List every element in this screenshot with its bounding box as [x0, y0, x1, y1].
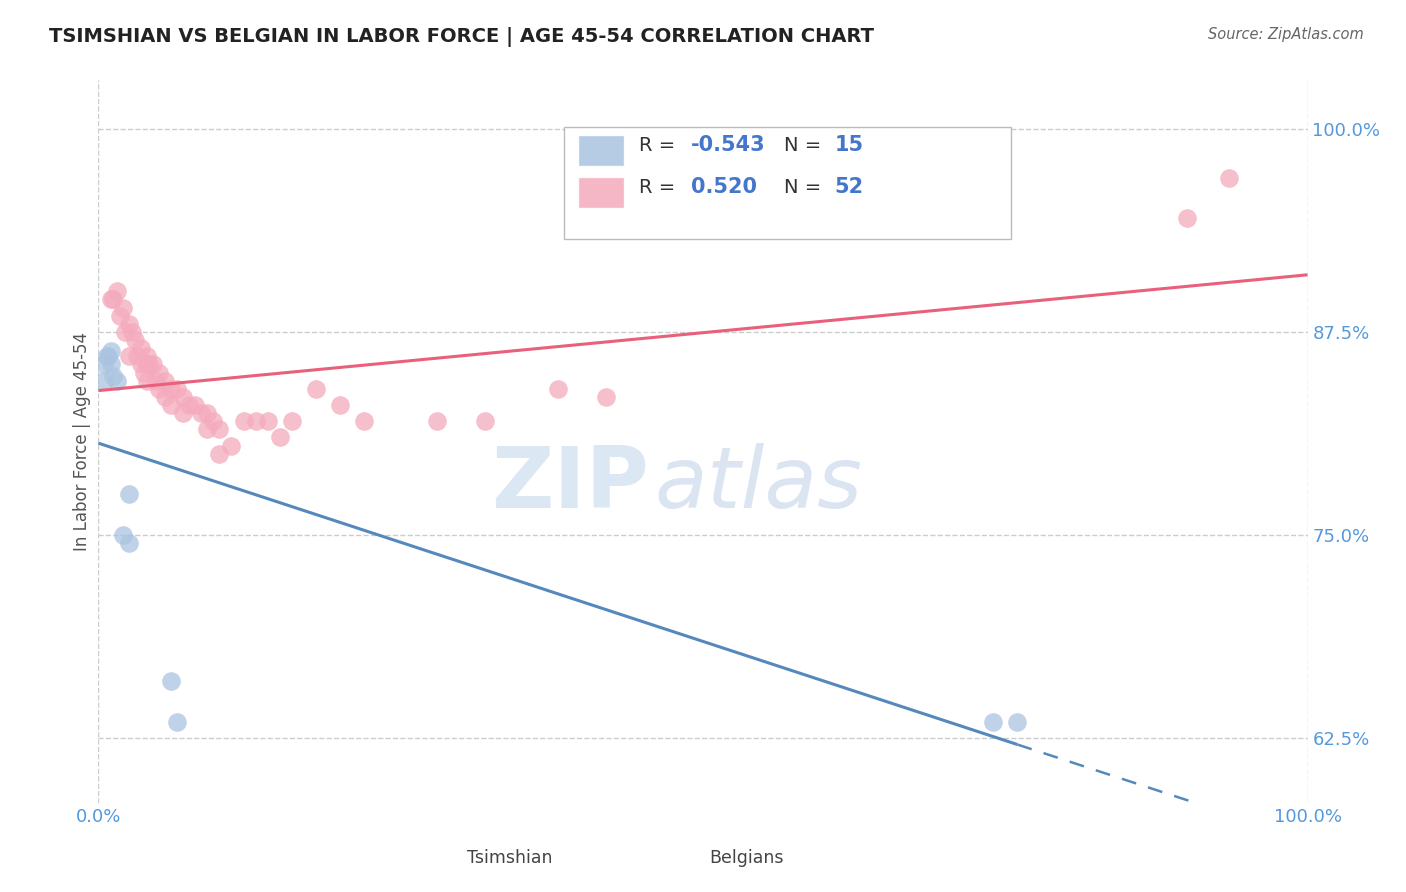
Point	[100, 344, 122, 359]
Text: 0.520: 0.520	[690, 178, 756, 197]
Point	[166, 714, 188, 729]
Point	[329, 398, 352, 412]
Point	[1218, 170, 1240, 185]
Text: Belgians: Belgians	[709, 849, 783, 867]
Point	[281, 414, 304, 428]
Point	[121, 325, 143, 339]
Point	[97, 349, 120, 363]
Point	[202, 414, 225, 428]
Text: N =: N =	[785, 136, 828, 155]
Point	[129, 358, 152, 372]
Point	[108, 309, 131, 323]
FancyBboxPatch shape	[666, 847, 700, 870]
Point	[190, 406, 212, 420]
Point	[135, 358, 157, 372]
Point	[1175, 211, 1198, 226]
FancyBboxPatch shape	[425, 847, 458, 870]
Point	[172, 406, 194, 420]
Point	[142, 358, 165, 372]
Point	[105, 374, 128, 388]
Point	[208, 447, 231, 461]
Point	[111, 301, 134, 315]
Point	[160, 398, 183, 412]
Text: R =: R =	[638, 136, 682, 155]
Text: ZIP: ZIP	[491, 443, 648, 526]
Text: Tsimshian: Tsimshian	[467, 849, 553, 867]
FancyBboxPatch shape	[564, 128, 1011, 239]
Y-axis label: In Labor Force | Age 45-54: In Labor Force | Age 45-54	[73, 332, 91, 551]
Point	[208, 422, 231, 436]
Text: 52: 52	[835, 178, 863, 197]
Point	[101, 368, 124, 383]
Point	[138, 358, 160, 372]
Point	[118, 487, 141, 501]
Text: -0.543: -0.543	[690, 136, 765, 155]
Point	[101, 293, 124, 307]
Point	[166, 382, 188, 396]
Point	[426, 414, 449, 428]
Text: 15: 15	[835, 136, 863, 155]
Text: N =: N =	[785, 178, 828, 197]
Point	[179, 398, 201, 412]
Point	[474, 414, 496, 428]
Point	[93, 374, 115, 388]
Point	[148, 366, 170, 380]
Point	[145, 374, 167, 388]
Point	[305, 382, 328, 396]
Point	[269, 430, 291, 444]
Point	[981, 714, 1004, 729]
Point	[148, 382, 170, 396]
Text: R =: R =	[638, 178, 682, 197]
Point	[100, 293, 122, 307]
Text: TSIMSHIAN VS BELGIAN IN LABOR FORCE | AGE 45-54 CORRELATION CHART: TSIMSHIAN VS BELGIAN IN LABOR FORCE | AG…	[49, 27, 875, 46]
Point	[93, 358, 115, 372]
Point	[547, 382, 569, 396]
Point	[184, 398, 207, 412]
Point	[111, 528, 134, 542]
Point	[256, 414, 278, 428]
Point	[153, 390, 176, 404]
Point	[118, 349, 141, 363]
Point	[134, 366, 156, 380]
Point	[160, 382, 183, 396]
Point	[160, 673, 183, 688]
Point	[118, 317, 141, 331]
Point	[105, 285, 128, 299]
Point	[135, 349, 157, 363]
FancyBboxPatch shape	[578, 177, 624, 208]
Point	[1007, 714, 1029, 729]
FancyBboxPatch shape	[578, 135, 624, 166]
Point	[135, 374, 157, 388]
Point	[353, 414, 375, 428]
Point	[595, 390, 617, 404]
Point	[195, 406, 218, 420]
Point	[96, 349, 118, 363]
Point	[232, 414, 254, 428]
Point	[127, 349, 149, 363]
Text: atlas: atlas	[655, 443, 863, 526]
Text: Source: ZipAtlas.com: Source: ZipAtlas.com	[1208, 27, 1364, 42]
Point	[118, 536, 141, 550]
Point	[172, 390, 194, 404]
Point	[100, 358, 122, 372]
Point	[129, 341, 152, 355]
Point	[195, 422, 218, 436]
Point	[221, 439, 243, 453]
Point	[153, 374, 176, 388]
Point	[124, 333, 146, 347]
Point	[245, 414, 267, 428]
Point	[114, 325, 136, 339]
